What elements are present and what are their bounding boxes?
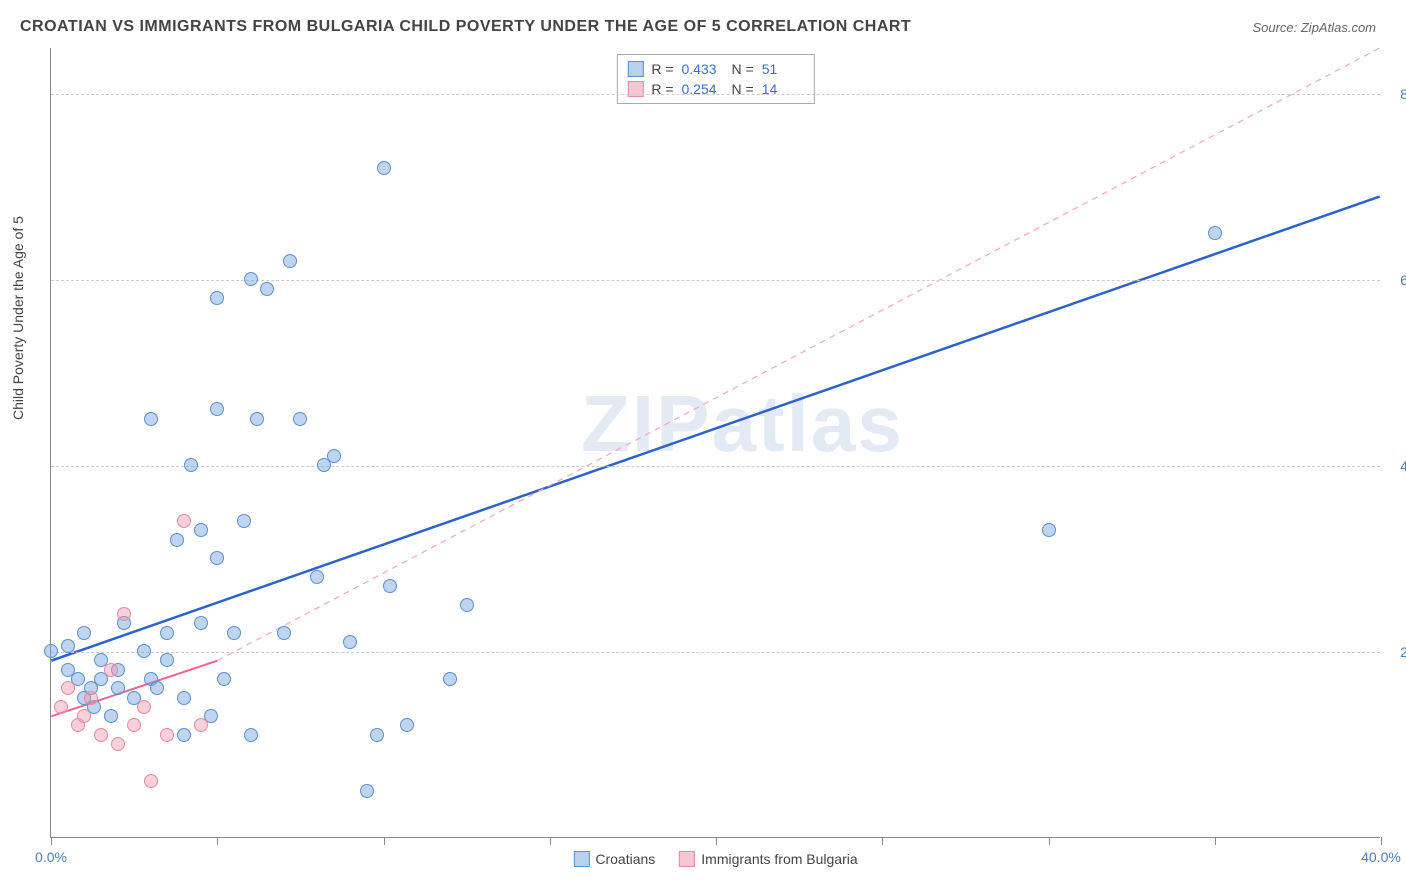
data-point <box>160 728 174 742</box>
data-point <box>210 291 224 305</box>
stats-legend-box: R = 0.433 N = 51 R =0.254N =14 <box>616 54 814 104</box>
x-tick <box>1049 837 1050 845</box>
x-tick-label: 0.0% <box>35 849 67 865</box>
data-point <box>343 635 357 649</box>
data-point <box>84 691 98 705</box>
data-point <box>383 579 397 593</box>
data-point <box>160 626 174 640</box>
data-point <box>210 402 224 416</box>
data-point <box>127 718 141 732</box>
data-point <box>244 272 258 286</box>
legend-swatch <box>627 61 643 77</box>
stats-row: R = 0.433 N = 51 <box>627 59 803 79</box>
data-point <box>227 626 241 640</box>
stat-n-value: 51 <box>762 61 804 77</box>
data-point <box>360 784 374 798</box>
x-tick <box>1381 837 1382 845</box>
data-point <box>293 412 307 426</box>
data-point <box>244 728 258 742</box>
series-legend: Croatians Immigrants from Bulgaria <box>573 851 857 867</box>
x-tick <box>51 837 52 845</box>
data-point <box>104 663 118 677</box>
data-point <box>104 709 118 723</box>
data-point <box>150 681 164 695</box>
x-tick <box>882 837 883 845</box>
data-point <box>210 551 224 565</box>
x-tick <box>1215 837 1216 845</box>
chart-title: CROATIAN VS IMMIGRANTS FROM BULGARIA CHI… <box>20 18 911 36</box>
data-point <box>377 161 391 175</box>
data-point <box>310 570 324 584</box>
x-tick <box>384 837 385 845</box>
data-point <box>44 644 58 658</box>
data-point <box>194 523 208 537</box>
data-point <box>77 626 91 640</box>
y-tick-label: 20.0% <box>1385 644 1406 660</box>
data-point <box>137 700 151 714</box>
data-point <box>400 718 414 732</box>
data-point <box>460 598 474 612</box>
data-point <box>144 412 158 426</box>
gridline <box>51 652 1380 653</box>
stat-n-label: N = <box>732 61 754 77</box>
data-point <box>283 254 297 268</box>
data-point <box>177 514 191 528</box>
data-point <box>144 774 158 788</box>
legend-label: Croatians <box>595 851 655 867</box>
gridline <box>51 94 1380 95</box>
stats-row: R =0.254N =14 <box>627 79 803 99</box>
data-point <box>1042 523 1056 537</box>
legend-swatch <box>573 851 589 867</box>
source-label: Source: ZipAtlas.com <box>1252 20 1376 35</box>
trend-lines <box>51 48 1380 837</box>
data-point <box>443 672 457 686</box>
data-point <box>61 639 75 653</box>
x-tick-label: 40.0% <box>1361 849 1401 865</box>
data-point <box>194 718 208 732</box>
data-point <box>1208 226 1222 240</box>
data-point <box>111 737 125 751</box>
data-point <box>160 653 174 667</box>
x-tick <box>716 837 717 845</box>
data-point <box>184 458 198 472</box>
data-point <box>177 691 191 705</box>
x-tick <box>550 837 551 845</box>
data-point <box>61 681 75 695</box>
stat-r-value: 0.433 <box>682 61 724 77</box>
gridline <box>51 466 1380 467</box>
legend-item: Croatians <box>573 851 655 867</box>
data-point <box>194 616 208 630</box>
data-point <box>94 728 108 742</box>
watermark-text: ZIPatlas <box>581 378 904 470</box>
x-tick <box>217 837 218 845</box>
data-point <box>177 728 191 742</box>
y-tick-label: 80.0% <box>1385 86 1406 102</box>
stat-r-label: R = <box>651 61 673 77</box>
data-point <box>370 728 384 742</box>
data-point <box>77 709 91 723</box>
legend-label: Immigrants from Bulgaria <box>701 851 857 867</box>
data-point <box>137 644 151 658</box>
data-point <box>277 626 291 640</box>
y-tick-label: 60.0% <box>1385 272 1406 288</box>
chart-plot-area: ZIPatlas R =0.433N =51R =0.254N =14 Croa… <box>50 48 1380 838</box>
data-point <box>54 700 68 714</box>
data-point <box>237 514 251 528</box>
legend-item: Immigrants from Bulgaria <box>679 851 857 867</box>
y-tick-label: 40.0% <box>1385 458 1406 474</box>
data-point <box>250 412 264 426</box>
y-axis-label: Child Poverty Under the Age of 5 <box>10 216 26 420</box>
data-point <box>117 607 131 621</box>
data-point <box>217 672 231 686</box>
data-point <box>170 533 184 547</box>
data-point <box>260 282 274 296</box>
data-point <box>111 681 125 695</box>
legend-swatch <box>679 851 695 867</box>
data-point <box>327 449 341 463</box>
